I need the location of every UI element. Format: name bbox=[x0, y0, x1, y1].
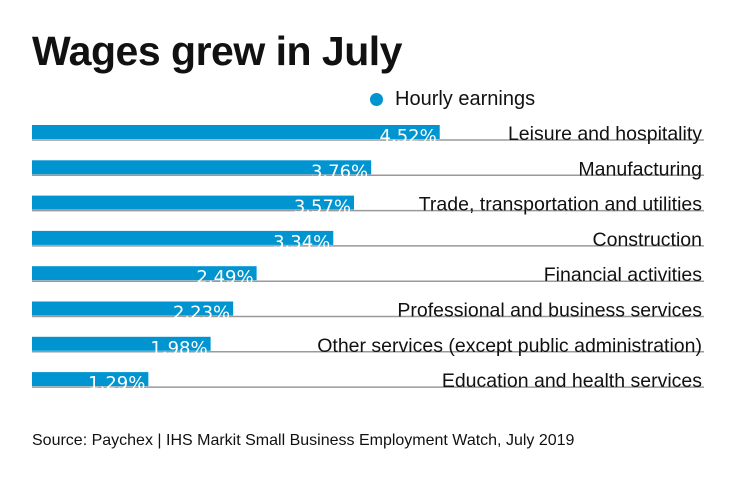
data-label: 3.34% bbox=[273, 232, 330, 253]
data-label: 2.49% bbox=[196, 267, 253, 288]
data-label: 4.52% bbox=[380, 126, 437, 147]
category-label: Education and health services bbox=[442, 370, 702, 392]
category-label: Other services (except public administra… bbox=[317, 335, 702, 357]
category-label: Trade, transportation and utilities bbox=[419, 194, 703, 216]
bar bbox=[32, 301, 234, 316]
bar bbox=[32, 230, 334, 245]
source-note: Source: Paychex | IHS Markit Small Busin… bbox=[32, 432, 575, 449]
bar bbox=[32, 125, 440, 139]
data-label: 2.23% bbox=[173, 303, 230, 324]
category-label: Professional and business services bbox=[397, 300, 702, 322]
legend-dot-icon bbox=[370, 93, 383, 106]
category-label: Construction bbox=[593, 229, 702, 251]
legend-label: Hourly earnings bbox=[395, 88, 536, 110]
chart-title: Wages grew in July bbox=[32, 28, 402, 74]
data-label: 3.76% bbox=[311, 161, 368, 182]
category-label: Financial activities bbox=[544, 264, 702, 286]
data-label: 1.98% bbox=[150, 338, 207, 359]
bar bbox=[32, 336, 211, 351]
bar bbox=[32, 195, 355, 210]
bar bbox=[32, 160, 372, 175]
bar bbox=[32, 266, 257, 281]
bar bbox=[32, 372, 149, 387]
category-label: Leisure and hospitality bbox=[508, 123, 702, 145]
data-label: 1.29% bbox=[88, 373, 145, 394]
data-label: 3.57% bbox=[294, 197, 351, 218]
legend: Hourly earnings bbox=[370, 88, 535, 111]
category-label: Manufacturing bbox=[578, 158, 702, 180]
